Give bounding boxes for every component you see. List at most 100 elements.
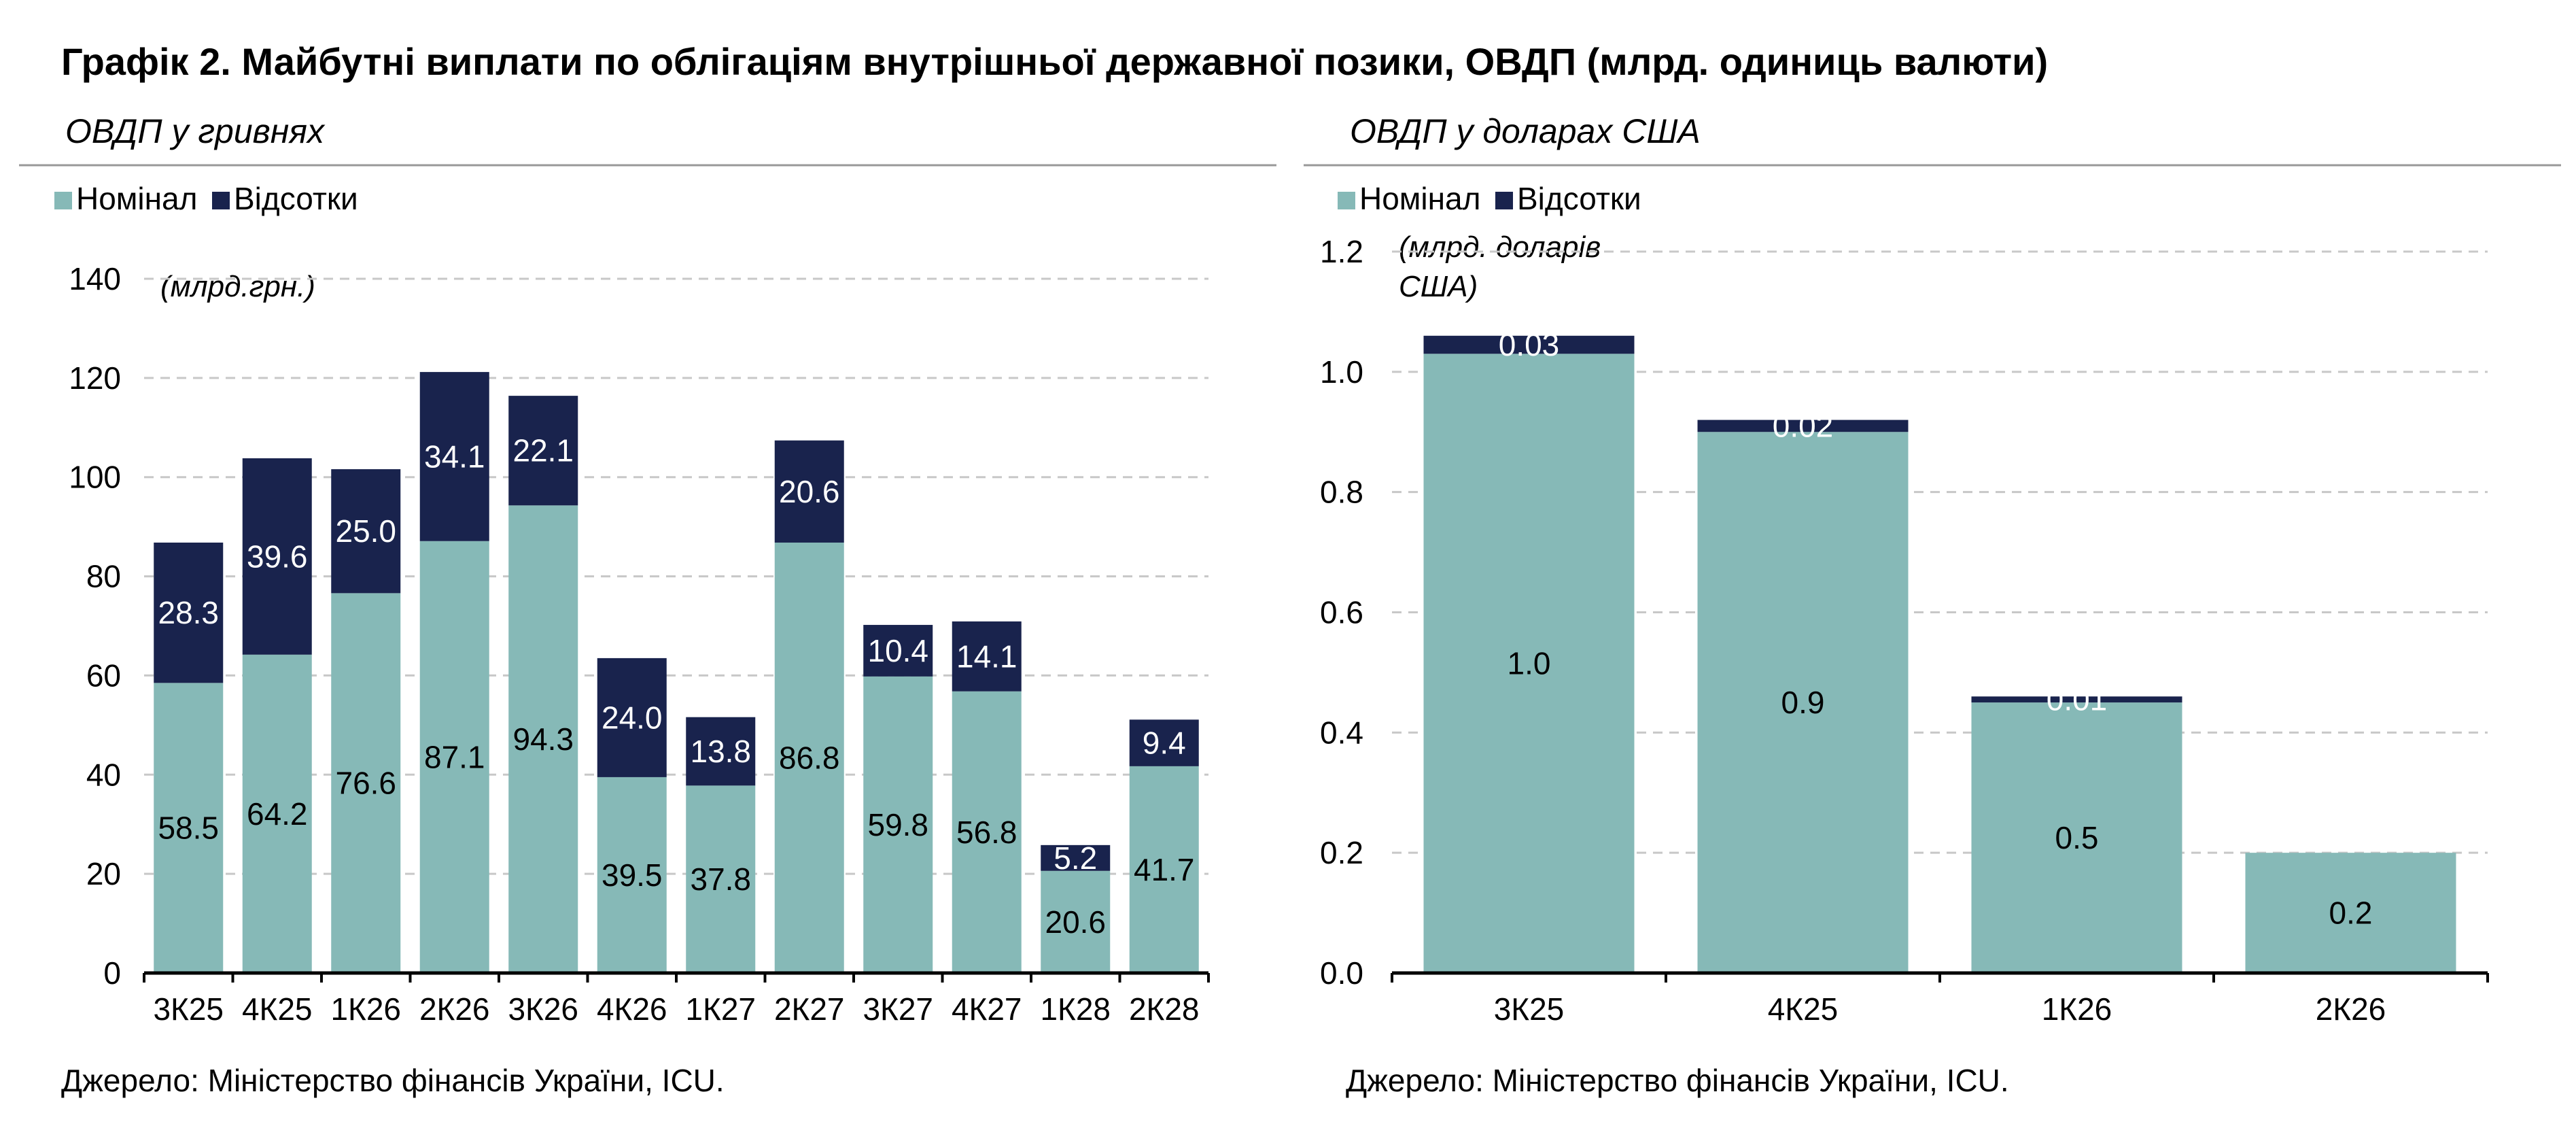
left-legend-nominal-swatch [54,192,72,209]
left-bar-interest [154,542,224,683]
left-label-interest: 13.8 [690,734,751,769]
right-x-tick-label: 1К26 [2042,991,2112,1027]
right-x-tick-label: 4К25 [1768,991,1839,1027]
left-label-nominal: 64.2 [247,796,308,832]
left-bar-interest [774,440,844,543]
left-bar-interest [597,658,667,777]
left-bar-interest [1041,845,1111,871]
left-bars: 58.5 28.3 64.2 39.6 76.6 25.0 87.1 34.1 94.3 22.1… [154,372,1199,973]
left-bar-interest [952,621,1022,692]
left-x-tick-label: 3К27 [863,991,933,1027]
left-label-nominal: 59.8 [867,807,928,842]
left-x-tick-label: 2К26 [419,991,490,1027]
right-legend-interest-swatch [1495,192,1513,209]
left-bar-nominal [1129,766,1199,973]
left-legend-nominal-label: Номінал [76,181,197,216]
left-bar-nominal [1041,870,1111,973]
left-legend-interest-label: Відсотки [234,181,358,216]
left-x-axis: 3К25 4К25 1К26 2К26 3К26 4К26 1К27 2К27 3К27 4К27… [143,971,1210,1027]
right-y-tick-label: 1.0 [1320,354,1363,390]
right-subtitle: ОВДП у доларах США [1350,112,1701,150]
left-label-interest: 22.1 [512,433,574,468]
left-bar-nominal [952,691,1022,973]
left-y-tick-label: 40 [86,757,121,792]
left-panel: ОВДП у гривнях Номінал Відсотки (млрд.гр… [19,112,1276,1098]
left-x-tick-label: 1К28 [1040,991,1111,1027]
left-x-tick-label: 3К25 [153,991,224,1027]
left-x-tick-label: 1К27 [685,991,756,1027]
left-label-interest: 24.0 [602,700,663,735]
left-bar-nominal [686,785,756,973]
right-y-axis: 0.0 0.2 0.4 0.6 0.8 1.0 1.2 [1320,234,1363,991]
right-y-tick-label: 0.0 [1320,955,1363,991]
left-bar-interest [1129,719,1199,766]
right-y-tick-label: 0.8 [1320,475,1363,510]
left-y-tick-label: 100 [69,460,121,495]
left-label-nominal: 87.1 [424,739,485,774]
right-bar-nominal [1697,432,1909,973]
right-bar-interest [1697,420,1909,432]
right-x-tick-label: 3К25 [1494,991,1565,1027]
left-source: Джерело: Міністерство фінансів України, … [61,1063,725,1098]
right-label-interest: 0.01 [2047,682,2108,717]
left-bar-nominal [774,542,844,973]
right-legend-interest-label: Відсотки [1517,181,1641,216]
left-bar-nominal [863,676,933,973]
left-bar-interest [686,717,756,786]
left-x-tick-label: 4К25 [242,991,313,1027]
right-bar-interest [1423,335,1635,354]
left-label-interest: 5.2 [1054,840,1097,876]
left-bar-interest [863,625,933,677]
right-source: Джерело: Міністерство фінансів України, … [1346,1063,2009,1098]
right-label-nominal: 0.5 [2055,820,2099,855]
left-label-nominal: 37.8 [690,861,751,897]
right-bar-interest [1971,696,2182,703]
left-y-axis: 0 20 40 60 80 100 120 140 [69,261,121,991]
left-x-tick-label: 2К27 [774,991,845,1027]
left-y-tick-label: 80 [86,559,121,594]
left-bar-nominal [242,654,312,973]
left-label-interest: 10.4 [867,633,928,668]
left-bar-nominal [508,505,578,973]
left-bar-nominal [154,683,224,973]
right-label-nominal: 0.9 [1781,685,1825,720]
left-bar-interest [508,396,578,506]
left-x-tick-label: 4К27 [952,991,1022,1027]
left-y-tick-label: 60 [86,658,121,693]
left-label-nominal: 86.8 [779,740,840,775]
figure-title: Графік 2. Майбутні виплати по облігаціям… [61,40,2048,83]
left-y-tick-label: 0 [103,955,121,991]
left-label-nominal: 56.8 [956,815,1017,850]
right-y-tick-label: 0.2 [1320,835,1363,870]
left-x-tick-label: 2К28 [1129,991,1200,1027]
left-unit-note: (млрд.грн.) [160,270,315,303]
left-label-interest: 9.4 [1143,726,1186,761]
left-label-nominal: 94.3 [512,721,574,757]
left-label-interest: 39.6 [247,539,308,574]
right-unit-note-line1: (млрд. доларів [1399,231,1601,264]
left-x-tick-label: 3К26 [508,991,578,1027]
right-unit-note-line2: США) [1399,270,1478,303]
left-label-interest: 14.1 [956,638,1017,674]
right-legend-nominal-swatch [1338,192,1355,209]
right-panel: ОВДП у доларах США Номінал Відсотки (млр… [1304,112,2561,1098]
left-y-tick-label: 20 [86,856,121,891]
right-bar-nominal [1971,702,2182,973]
left-label-nominal: 58.5 [158,811,219,846]
left-label-interest: 20.6 [779,474,840,509]
left-label-nominal: 76.6 [335,766,396,801]
left-x-tick-label: 4К26 [597,991,667,1027]
right-bar-nominal [2245,853,2456,973]
right-y-tick-label: 0.4 [1320,715,1363,750]
left-label-interest: 28.3 [158,595,219,630]
right-label-nominal: 1.0 [1508,646,1551,681]
left-label-nominal: 39.5 [602,857,663,893]
right-bar-nominal [1423,354,1635,973]
left-legend-interest-swatch [212,192,230,209]
left-bar-interest [419,372,489,541]
left-bar-interest [242,458,312,655]
left-bar-interest [331,469,401,594]
right-label-nominal: 0.2 [2329,895,2373,931]
left-label-nominal: 41.7 [1134,852,1195,887]
